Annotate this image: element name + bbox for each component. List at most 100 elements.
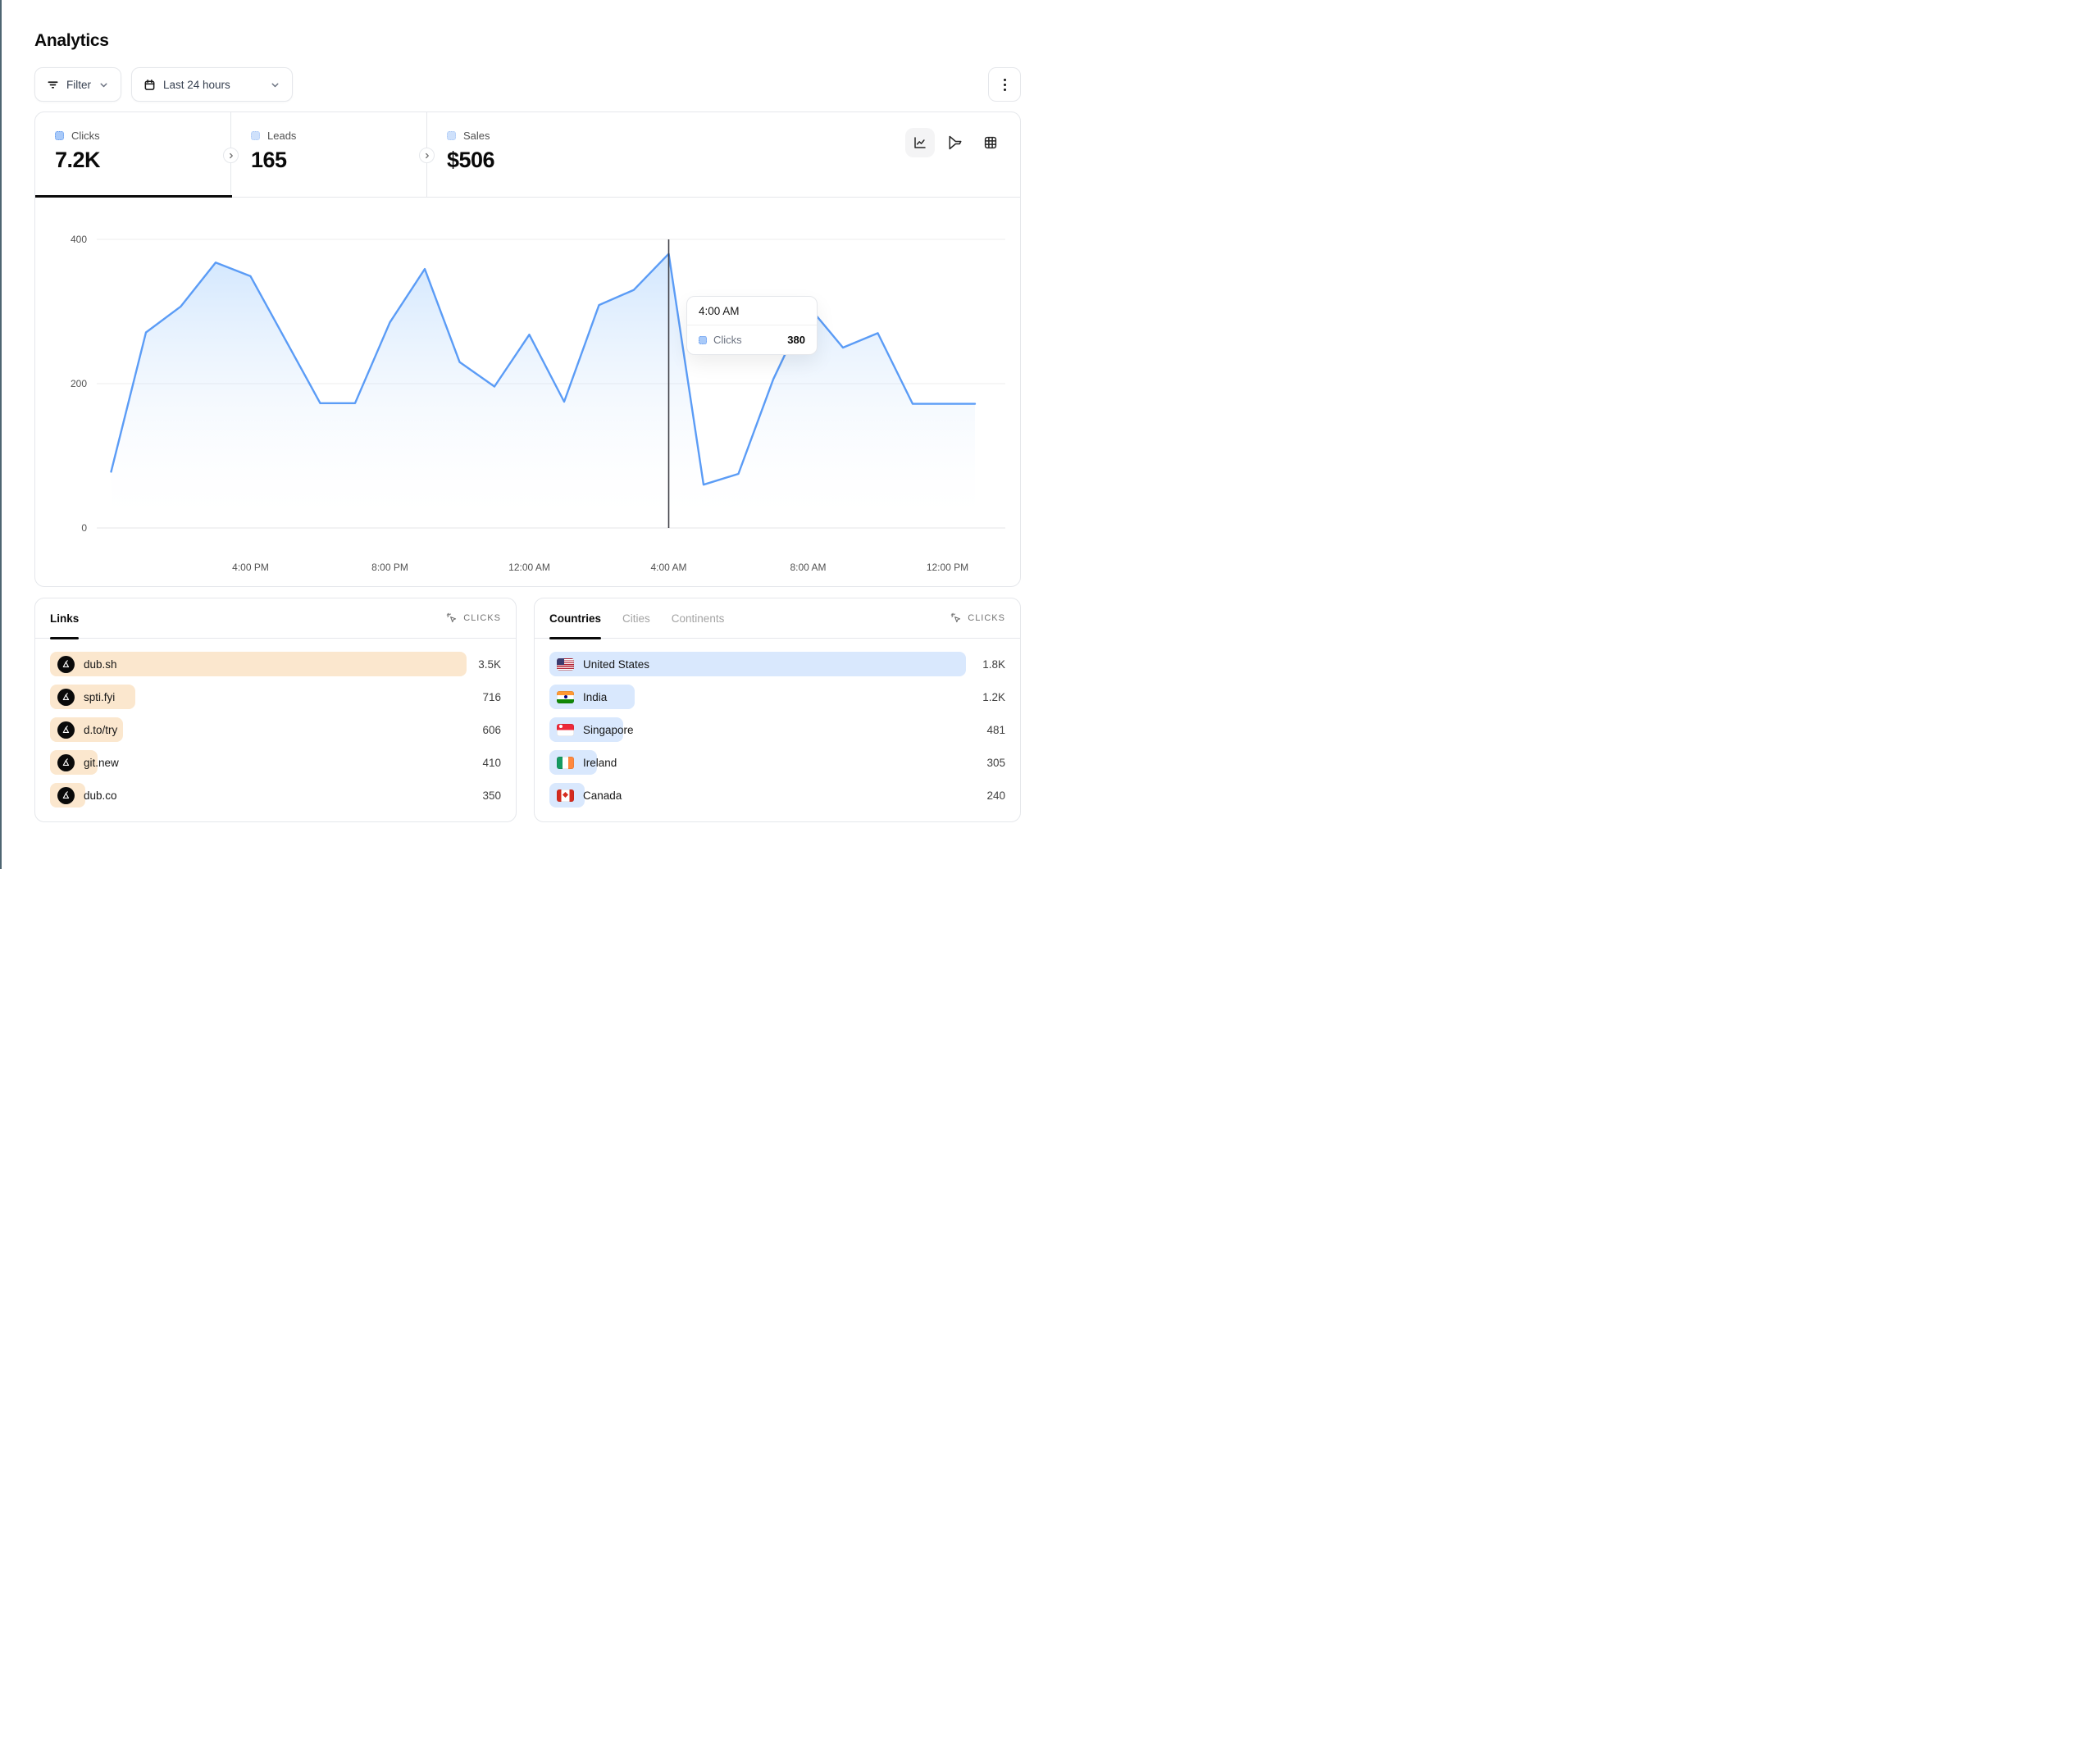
list-item[interactable]: Canada 240 [549, 783, 1005, 808]
cursor-click-icon [950, 612, 961, 623]
item-label: Ireland [583, 756, 617, 769]
countries-metric[interactable]: CLICKS [950, 612, 1005, 624]
links-metric[interactable]: CLICKS [446, 612, 501, 624]
table-view-button[interactable] [976, 128, 1005, 157]
list-item[interactable]: Singapore 481 [549, 717, 1005, 742]
item-label: Singapore [583, 723, 634, 736]
filter-button[interactable]: Filter [34, 67, 121, 102]
dub-logo-icon [57, 753, 75, 771]
list-item[interactable]: United States 1.8K [549, 652, 1005, 676]
tooltip-time: 4:00 AM [687, 297, 817, 325]
clicks-legend-swatch [55, 131, 64, 140]
item-value: 1.2K [982, 690, 1005, 703]
item-value: 410 [482, 756, 501, 769]
tab-links[interactable]: Links [50, 598, 80, 639]
svg-text:0: 0 [81, 522, 87, 534]
svg-text:12:00 PM: 12:00 PM [927, 562, 968, 573]
ie-flag-icon [557, 756, 574, 769]
breakdown-panels: Links CLICKS dub.sh 3.5K spti.fyi 716 d.to/t… [34, 598, 1021, 822]
item-value: 481 [986, 723, 1005, 736]
svg-text:200: 200 [71, 378, 87, 389]
tab-continents[interactable]: Continents [671, 612, 725, 625]
item-label: spti.fyi [84, 690, 116, 703]
item-value: 716 [482, 690, 501, 703]
line-chart-view-button[interactable] [905, 128, 935, 157]
more-options-button[interactable] [988, 67, 1021, 102]
list-item[interactable]: dub.sh 3.5K [50, 652, 501, 676]
item-label: Canada [583, 789, 622, 802]
value-bar [50, 652, 467, 676]
funnel-icon [949, 135, 962, 150]
svg-text:4:00 AM: 4:00 AM [650, 562, 686, 573]
filter-button-label: Filter [66, 78, 91, 91]
item-value: 305 [986, 756, 1005, 769]
page-title: Analytics [34, 31, 109, 50]
kebab-menu-icon [1003, 78, 1006, 91]
ca-flag-icon [557, 789, 574, 802]
sg-flag-icon [557, 723, 574, 736]
dub-logo-icon [57, 655, 75, 673]
date-range-label: Last 24 hours [163, 78, 230, 91]
item-value: 240 [986, 789, 1005, 802]
chevron-down-icon [98, 80, 109, 90]
chevron-down-icon [270, 80, 280, 90]
us-flag-icon [557, 657, 574, 671]
tab-clicks[interactable]: Clicks 7.2K [35, 112, 231, 197]
links-panel: Links CLICKS dub.sh 3.5K spti.fyi 716 d.to/t… [34, 598, 517, 822]
leads-value: 165 [251, 148, 287, 172]
dub-logo-icon [57, 688, 75, 706]
svg-text:4:00 PM: 4:00 PM [232, 562, 269, 573]
tab-sales[interactable]: Sales $506 [427, 112, 1020, 197]
tab-countries[interactable]: Countries [549, 598, 602, 639]
dub-logo-icon [57, 786, 75, 804]
chart-canvas: 0 200 400 4:00 PM 8:00 PM 12:00 AM 4:00 AM 8:00… [71, 234, 1005, 573]
svg-text:12:00 AM: 12:00 AM [508, 562, 550, 573]
countries-panel-header: Countries Cities Continents CLICKS [535, 598, 1020, 639]
item-value: 606 [482, 723, 501, 736]
item-label: d.to/try [84, 723, 118, 736]
list-item[interactable]: dub.co 350 [50, 783, 501, 808]
chevron-right-icon[interactable] [223, 148, 239, 163]
chevron-right-icon[interactable] [419, 148, 435, 163]
item-label: dub.co [84, 789, 117, 802]
item-label: India [583, 690, 608, 703]
chart-type-toggle [905, 128, 1005, 157]
svg-text:400: 400 [71, 234, 87, 245]
toolbar: Filter Last 24 hours [34, 67, 1021, 102]
list-item[interactable]: git.new 410 [50, 750, 501, 775]
leads-legend-swatch [251, 131, 260, 140]
svg-text:8:00 AM: 8:00 AM [790, 562, 826, 573]
list-item[interactable]: d.to/try 606 [50, 717, 501, 742]
grid-table-icon [984, 136, 997, 149]
sales-tab-label: Sales [463, 130, 490, 142]
analytics-card: Clicks 7.2K Leads 165 Sales $506 [34, 111, 1021, 587]
funnel-view-button[interactable] [941, 128, 970, 157]
date-range-button[interactable]: Last 24 hours [131, 67, 293, 102]
tooltip-series-label: Clicks [713, 334, 742, 346]
list-item[interactable]: spti.fyi 716 [50, 685, 501, 709]
svg-text:8:00 PM: 8:00 PM [371, 562, 408, 573]
links-panel-header: Links CLICKS [35, 598, 516, 639]
cursor-click-icon [446, 612, 457, 623]
list-item[interactable]: India 1.2K [549, 685, 1005, 709]
stat-tabs: Clicks 7.2K Leads 165 Sales $506 [35, 112, 1020, 198]
tooltip-legend-swatch [699, 335, 707, 344]
item-value: 350 [482, 789, 501, 802]
filter-lines-icon [47, 79, 59, 91]
list-item[interactable]: Ireland 305 [549, 750, 1005, 775]
countries-metric-label: CLICKS [968, 613, 1005, 623]
chart-tooltip: 4:00 AM Clicks 380 [686, 296, 818, 355]
tab-cities[interactable]: Cities [622, 612, 650, 625]
sales-value: $506 [447, 148, 495, 172]
links-metric-label: CLICKS [463, 613, 501, 623]
leads-tab-label: Leads [267, 130, 297, 142]
countries-list: United States 1.8K India 1.2K Singapore 481 Ir… [535, 639, 1020, 808]
item-value: 3.5K [478, 657, 501, 671]
tab-leads[interactable]: Leads 165 [231, 112, 427, 197]
tooltip-value: 380 [787, 334, 805, 346]
in-flag-icon [557, 690, 574, 703]
links-list: dub.sh 3.5K spti.fyi 716 d.to/try 606 git.new 4… [35, 639, 516, 808]
clicks-area-chart[interactable]: 0 200 400 4:00 PM 8:00 PM 12:00 AM 4:00 AM 8:00… [35, 198, 1020, 586]
item-value: 1.8K [982, 657, 1005, 671]
item-label: United States [583, 657, 650, 671]
